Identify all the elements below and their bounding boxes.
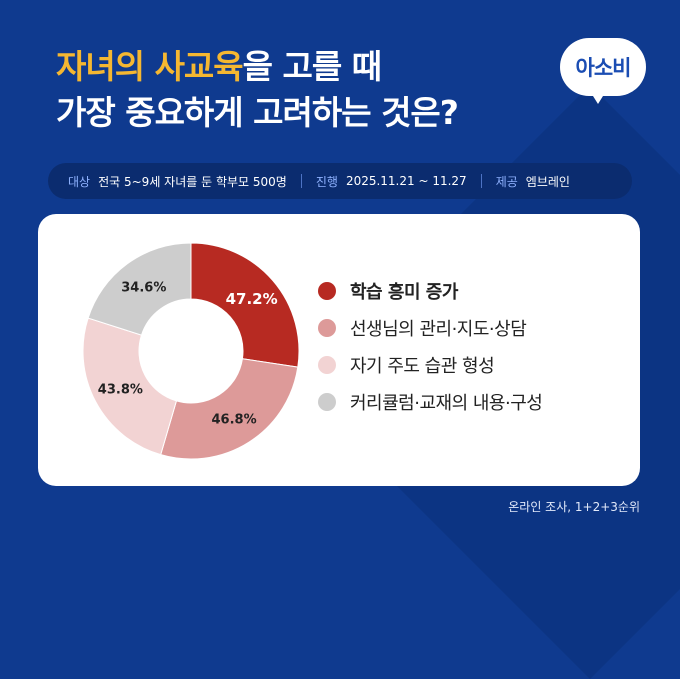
chart-legend: 학습 흥미 증가 선생님의 관리·지도·상담 자기 주도 습관 형성 커리큘럼·… [318, 272, 543, 420]
donut-slice [87, 242, 192, 336]
logo-text: 아소비 [575, 56, 632, 80]
survey-footnote: 온라인 조사, 1+2+3순위 [508, 500, 640, 514]
speech-bubble-tail-icon [588, 88, 608, 104]
legend-label: 자기 주도 습관 형성 [350, 355, 495, 377]
legend-item: 선생님의 관리·지도·상담 [318, 309, 542, 346]
page-title: 자녀의 사교육을 고를 때 가장 중요하게 고려하는 것은? [56, 44, 459, 136]
survey-info-bar: 대상 전국 5~9세 자녀를 둔 학부모 500명 진행 2025.11.21 … [48, 163, 632, 199]
legend-item: 커리큘럼·교재의 내용·구성 [318, 383, 543, 420]
chart-card: 47.2% 46.8% 43.8% 34.6% 학습 흥미 증가 선생님의 관리·지도… [38, 214, 640, 486]
slice-data-label: 34.6% [121, 280, 166, 295]
donut-slice [190, 242, 300, 368]
donut-chart: 47.2% 46.8% 43.8% 34.6% [82, 242, 300, 460]
legend-swatch [318, 318, 336, 337]
legend-item: 학습 흥미 증가 [318, 272, 542, 309]
title-line2: 가장 중요하게 고려하는 것은? [56, 93, 459, 132]
period-label: 진행 [315, 174, 338, 189]
slice-data-label: 47.2% [226, 290, 278, 308]
legend-label: 커리큘럼·교재의 내용·구성 [350, 392, 543, 414]
provider-label: 제공 [495, 174, 518, 189]
donut-slice [160, 358, 299, 460]
provider-value: 엠브레인 [525, 174, 570, 189]
slice-data-label: 43.8% [98, 383, 143, 398]
legend-swatch [318, 392, 336, 411]
target-value: 전국 5~9세 자녀를 둔 학부모 500명 [98, 174, 287, 189]
brand-logo: 아소비 [560, 38, 646, 104]
legend-swatch [318, 281, 336, 300]
target-label: 대상 [68, 174, 91, 189]
legend-label: 학습 흥미 증가 [350, 281, 458, 303]
legend-label: 선생님의 관리·지도·상담 [350, 318, 527, 340]
info-divider [480, 174, 482, 188]
legend-swatch [318, 355, 336, 374]
slice-data-label: 46.8% [212, 412, 257, 427]
speech-bubble-icon [560, 38, 646, 96]
title-highlight: 자녀의 사교육 [56, 47, 244, 86]
donut-slice [82, 317, 178, 456]
period-value: 2025.11.21 ~ 11.27 [345, 174, 467, 188]
title-line1-rest: 을 고를 때 [242, 47, 382, 86]
info-divider [300, 174, 302, 188]
legend-item: 자기 주도 습관 형성 [318, 346, 542, 383]
